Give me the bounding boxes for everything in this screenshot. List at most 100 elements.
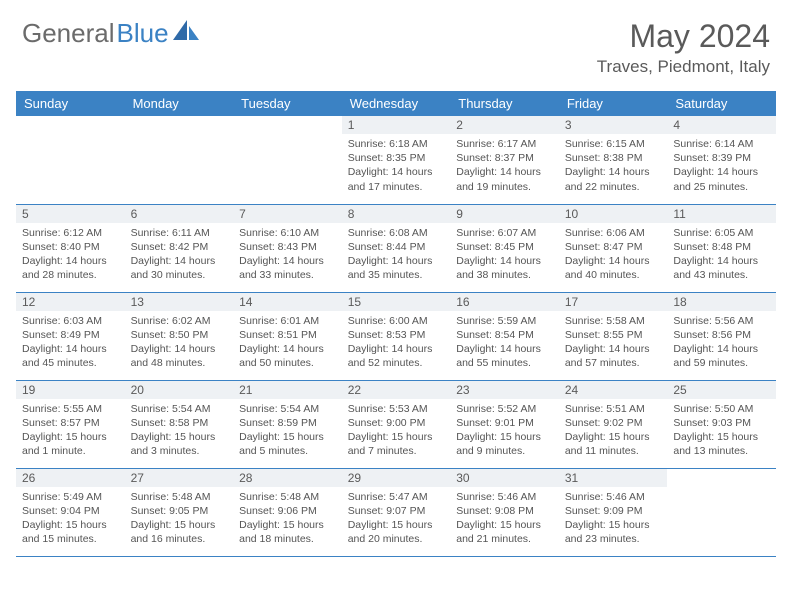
day-number: 29 <box>342 469 451 487</box>
calendar-day-cell: 3Sunrise: 6:15 AMSunset: 8:38 PMDaylight… <box>559 116 668 204</box>
calendar-table: SundayMondayTuesdayWednesdayThursdayFrid… <box>16 91 776 557</box>
day-details: Sunrise: 5:54 AMSunset: 8:58 PMDaylight:… <box>125 399 234 463</box>
day-details: Sunrise: 5:59 AMSunset: 8:54 PMDaylight:… <box>450 311 559 375</box>
day-details: Sunrise: 6:03 AMSunset: 8:49 PMDaylight:… <box>16 311 125 375</box>
day-details: Sunrise: 6:07 AMSunset: 8:45 PMDaylight:… <box>450 223 559 287</box>
month-title: May 2024 <box>597 18 770 55</box>
calendar-week-row: 12Sunrise: 6:03 AMSunset: 8:49 PMDayligh… <box>16 292 776 380</box>
header: GeneralBlue May 2024 Traves, Piedmont, I… <box>0 0 792 85</box>
day-details: Sunrise: 5:48 AMSunset: 9:05 PMDaylight:… <box>125 487 234 551</box>
day-number <box>125 116 234 134</box>
day-number: 30 <box>450 469 559 487</box>
day-details <box>667 487 776 494</box>
day-details: Sunrise: 6:08 AMSunset: 8:44 PMDaylight:… <box>342 223 451 287</box>
calendar-day-cell: 15Sunrise: 6:00 AMSunset: 8:53 PMDayligh… <box>342 292 451 380</box>
calendar-day-cell: 14Sunrise: 6:01 AMSunset: 8:51 PMDayligh… <box>233 292 342 380</box>
day-details: Sunrise: 6:02 AMSunset: 8:50 PMDaylight:… <box>125 311 234 375</box>
calendar-day-cell <box>16 116 125 204</box>
day-details: Sunrise: 6:06 AMSunset: 8:47 PMDaylight:… <box>559 223 668 287</box>
brand-logo: GeneralBlue <box>22 18 201 49</box>
day-details: Sunrise: 6:12 AMSunset: 8:40 PMDaylight:… <box>16 223 125 287</box>
calendar-body: 1Sunrise: 6:18 AMSunset: 8:35 PMDaylight… <box>16 116 776 556</box>
day-number: 19 <box>16 381 125 399</box>
calendar-day-cell: 20Sunrise: 5:54 AMSunset: 8:58 PMDayligh… <box>125 380 234 468</box>
calendar-day-cell: 21Sunrise: 5:54 AMSunset: 8:59 PMDayligh… <box>233 380 342 468</box>
calendar-day-cell: 19Sunrise: 5:55 AMSunset: 8:57 PMDayligh… <box>16 380 125 468</box>
day-details <box>233 134 342 141</box>
title-block: May 2024 Traves, Piedmont, Italy <box>597 18 770 77</box>
day-details: Sunrise: 6:01 AMSunset: 8:51 PMDaylight:… <box>233 311 342 375</box>
day-number <box>233 116 342 134</box>
day-details: Sunrise: 6:15 AMSunset: 8:38 PMDaylight:… <box>559 134 668 198</box>
location-subtitle: Traves, Piedmont, Italy <box>597 57 770 77</box>
brand-part1: General <box>22 18 115 49</box>
calendar-day-cell: 18Sunrise: 5:56 AMSunset: 8:56 PMDayligh… <box>667 292 776 380</box>
day-details: Sunrise: 5:52 AMSunset: 9:01 PMDaylight:… <box>450 399 559 463</box>
day-details <box>16 134 125 141</box>
calendar-day-cell: 10Sunrise: 6:06 AMSunset: 8:47 PMDayligh… <box>559 204 668 292</box>
calendar-day-cell: 2Sunrise: 6:17 AMSunset: 8:37 PMDaylight… <box>450 116 559 204</box>
day-details: Sunrise: 6:18 AMSunset: 8:35 PMDaylight:… <box>342 134 451 198</box>
calendar-week-row: 5Sunrise: 6:12 AMSunset: 8:40 PMDaylight… <box>16 204 776 292</box>
calendar-day-cell: 22Sunrise: 5:53 AMSunset: 9:00 PMDayligh… <box>342 380 451 468</box>
calendar-day-cell: 8Sunrise: 6:08 AMSunset: 8:44 PMDaylight… <box>342 204 451 292</box>
day-header: Wednesday <box>342 91 451 116</box>
calendar-day-cell: 24Sunrise: 5:51 AMSunset: 9:02 PMDayligh… <box>559 380 668 468</box>
day-number: 24 <box>559 381 668 399</box>
day-details: Sunrise: 6:11 AMSunset: 8:42 PMDaylight:… <box>125 223 234 287</box>
day-details: Sunrise: 6:10 AMSunset: 8:43 PMDaylight:… <box>233 223 342 287</box>
day-number: 14 <box>233 293 342 311</box>
calendar-day-cell: 4Sunrise: 6:14 AMSunset: 8:39 PMDaylight… <box>667 116 776 204</box>
day-header: Saturday <box>667 91 776 116</box>
calendar-day-cell: 31Sunrise: 5:46 AMSunset: 9:09 PMDayligh… <box>559 468 668 556</box>
day-number: 8 <box>342 205 451 223</box>
calendar-day-cell: 16Sunrise: 5:59 AMSunset: 8:54 PMDayligh… <box>450 292 559 380</box>
day-number: 10 <box>559 205 668 223</box>
day-details: Sunrise: 6:17 AMSunset: 8:37 PMDaylight:… <box>450 134 559 198</box>
day-number: 18 <box>667 293 776 311</box>
brand-part2: Blue <box>117 18 169 49</box>
day-header: Monday <box>125 91 234 116</box>
day-header: Thursday <box>450 91 559 116</box>
calendar-day-cell: 28Sunrise: 5:48 AMSunset: 9:06 PMDayligh… <box>233 468 342 556</box>
day-header: Friday <box>559 91 668 116</box>
day-number: 26 <box>16 469 125 487</box>
day-number: 20 <box>125 381 234 399</box>
calendar-day-cell: 6Sunrise: 6:11 AMSunset: 8:42 PMDaylight… <box>125 204 234 292</box>
day-number: 16 <box>450 293 559 311</box>
day-details: Sunrise: 5:47 AMSunset: 9:07 PMDaylight:… <box>342 487 451 551</box>
day-number: 9 <box>450 205 559 223</box>
day-number: 2 <box>450 116 559 134</box>
day-number: 12 <box>16 293 125 311</box>
day-number: 1 <box>342 116 451 134</box>
day-number: 4 <box>667 116 776 134</box>
day-number: 17 <box>559 293 668 311</box>
calendar-day-cell: 30Sunrise: 5:46 AMSunset: 9:08 PMDayligh… <box>450 468 559 556</box>
calendar-day-cell: 12Sunrise: 6:03 AMSunset: 8:49 PMDayligh… <box>16 292 125 380</box>
day-details: Sunrise: 5:53 AMSunset: 9:00 PMDaylight:… <box>342 399 451 463</box>
calendar-head: SundayMondayTuesdayWednesdayThursdayFrid… <box>16 91 776 116</box>
day-number: 21 <box>233 381 342 399</box>
calendar-day-cell: 9Sunrise: 6:07 AMSunset: 8:45 PMDaylight… <box>450 204 559 292</box>
day-number: 28 <box>233 469 342 487</box>
day-details: Sunrise: 6:05 AMSunset: 8:48 PMDaylight:… <box>667 223 776 287</box>
day-details: Sunrise: 6:14 AMSunset: 8:39 PMDaylight:… <box>667 134 776 198</box>
day-details: Sunrise: 5:54 AMSunset: 8:59 PMDaylight:… <box>233 399 342 463</box>
calendar-day-cell: 23Sunrise: 5:52 AMSunset: 9:01 PMDayligh… <box>450 380 559 468</box>
calendar-day-cell: 13Sunrise: 6:02 AMSunset: 8:50 PMDayligh… <box>125 292 234 380</box>
day-details: Sunrise: 5:58 AMSunset: 8:55 PMDaylight:… <box>559 311 668 375</box>
calendar-day-cell <box>667 468 776 556</box>
calendar-day-cell <box>125 116 234 204</box>
day-header: Sunday <box>16 91 125 116</box>
calendar-day-cell: 17Sunrise: 5:58 AMSunset: 8:55 PMDayligh… <box>559 292 668 380</box>
calendar-day-cell: 5Sunrise: 6:12 AMSunset: 8:40 PMDaylight… <box>16 204 125 292</box>
calendar-week-row: 1Sunrise: 6:18 AMSunset: 8:35 PMDaylight… <box>16 116 776 204</box>
day-details: Sunrise: 5:55 AMSunset: 8:57 PMDaylight:… <box>16 399 125 463</box>
day-details: Sunrise: 5:49 AMSunset: 9:04 PMDaylight:… <box>16 487 125 551</box>
calendar-day-cell: 26Sunrise: 5:49 AMSunset: 9:04 PMDayligh… <box>16 468 125 556</box>
day-details: Sunrise: 5:50 AMSunset: 9:03 PMDaylight:… <box>667 399 776 463</box>
day-details: Sunrise: 5:48 AMSunset: 9:06 PMDaylight:… <box>233 487 342 551</box>
calendar-day-cell: 25Sunrise: 5:50 AMSunset: 9:03 PMDayligh… <box>667 380 776 468</box>
calendar-week-row: 19Sunrise: 5:55 AMSunset: 8:57 PMDayligh… <box>16 380 776 468</box>
calendar-day-cell: 7Sunrise: 6:10 AMSunset: 8:43 PMDaylight… <box>233 204 342 292</box>
